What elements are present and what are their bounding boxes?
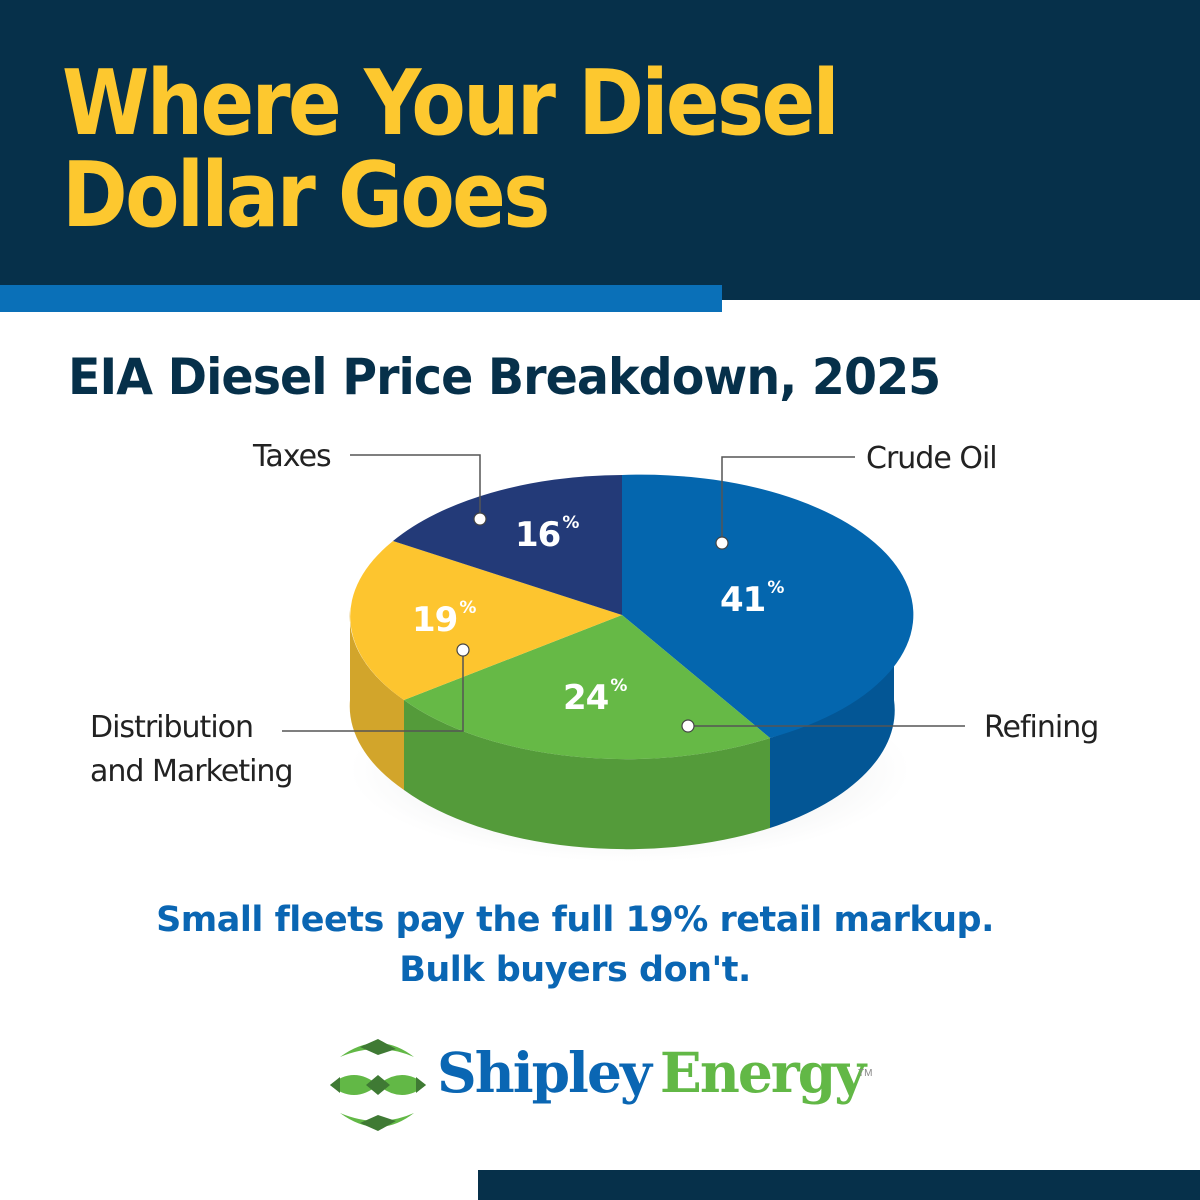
footer-bar	[478, 1170, 1200, 1200]
header-banner	[0, 0, 1200, 300]
value-label-taxes: 16%	[515, 513, 579, 555]
brand-name-energy: Energy	[659, 1040, 866, 1105]
title-line-1: Where Your Diesel	[62, 51, 840, 156]
value-label-distribution: 19%	[412, 598, 476, 640]
title-line-2: Dollar Goes	[62, 143, 550, 248]
tagline: Small fleets pay the full 19% retail mar…	[0, 895, 1150, 995]
pie-sides	[349, 610, 895, 850]
page-title: Where Your Diesel Dollar Goes	[62, 58, 840, 242]
shipley-logo-icon	[330, 1039, 426, 1131]
dot-distribution	[456, 643, 470, 657]
leader-lines	[282, 454, 965, 732]
brand-name: Shipley Energy	[437, 1040, 866, 1105]
label-taxes: Taxes	[253, 439, 332, 474]
tagline-line-2: Bulk buyers don't.	[399, 950, 751, 990]
trademark: TM	[858, 1068, 873, 1079]
value-label-refining: 24%	[563, 676, 627, 718]
label-crude-oil: Crude Oil	[866, 441, 998, 476]
dot-refining	[681, 719, 695, 733]
slice-distribution	[350, 541, 622, 700]
dot-taxes	[473, 512, 487, 526]
slice-refining	[404, 615, 770, 760]
slice-crude-oil	[622, 474, 914, 738]
pie-top	[350, 474, 914, 760]
tagline-line-1: Small fleets pay the full 19% retail mar…	[156, 900, 994, 940]
dot-crude-oil	[715, 536, 729, 550]
leader-dots	[456, 512, 729, 733]
label-refining: Refining	[984, 710, 1099, 745]
slice-taxes	[393, 475, 622, 615]
value-label-crude-oil: 41%	[720, 578, 784, 620]
label-distribution: Distribution and Marketing	[90, 710, 293, 789]
accent-bar	[0, 285, 722, 312]
chart-title: EIA Diesel Price Breakdown, 2025	[68, 348, 941, 406]
brand-name-shipley: Shipley	[437, 1040, 652, 1105]
